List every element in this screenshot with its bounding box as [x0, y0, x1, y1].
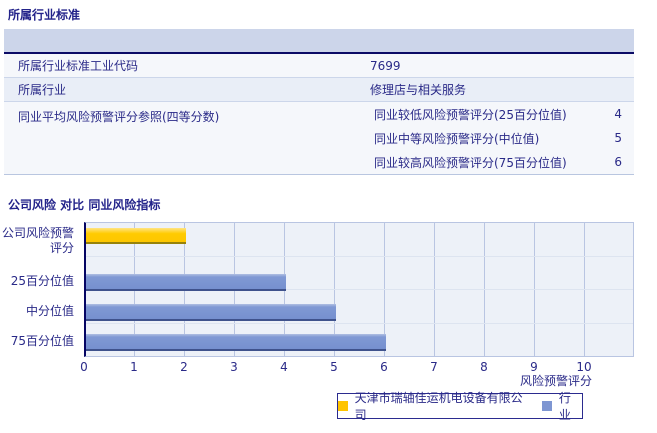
- row-value-industry: 修理店与相关服务: [370, 83, 467, 97]
- quartile-subrows: 同业较低风险预警评分(25百分位值) 4 同业中等风险预警评分(中位值) 5 同…: [370, 102, 634, 174]
- band-separator: [86, 289, 633, 290]
- bar-industry-median: [86, 304, 336, 321]
- subrow-value-median: 5: [614, 131, 622, 145]
- x-tick: 3: [230, 360, 238, 374]
- y-axis-label-median: 中分位值: [25, 304, 74, 318]
- row-label-industry: 所属行业: [18, 83, 67, 97]
- x-axis-title: 风险预警评分: [519, 374, 592, 388]
- subrow-value-p25: 4: [614, 107, 622, 121]
- x-tick: 7: [430, 360, 438, 374]
- legend-label-industry: 行业: [558, 391, 571, 422]
- industry-standard-table: 所属行业标准工业代码 7699 所属行业 修理店与相关服务 同业平均风险预警评分…: [4, 29, 634, 175]
- y-axis-label-p75: 75百分位值: [10, 334, 74, 348]
- table-row-group-quartiles: 同业平均风险预警评分参照(四等分数) 同业较低风险预警评分(25百分位值) 4 …: [4, 102, 634, 175]
- table-row: 所属行业 修理店与相关服务: [4, 78, 634, 102]
- legend-swatch-company: [338, 401, 348, 411]
- row-value-industry-code: 7699: [370, 58, 401, 73]
- subrow-value-p75: 6: [614, 155, 622, 169]
- bar-industry-p25: [86, 274, 286, 291]
- x-tick: 8: [480, 360, 488, 374]
- table-subrow: 同业中等风险预警评分(中位值) 5: [370, 126, 634, 150]
- y-axis-label-company-score: 公司风险预警评分: [1, 226, 74, 255]
- table-row: 所属行业标准工业代码 7699: [4, 54, 634, 78]
- band-separator: [86, 256, 633, 257]
- table-header-band: [4, 29, 634, 54]
- y-axis-label-p25: 25百分位值: [10, 274, 74, 288]
- table-subrow: 同业较低风险预警评分(25百分位值) 4: [370, 102, 634, 126]
- subrow-label-p75: 同业较高风险预警评分(75百分位值): [374, 155, 567, 170]
- table-subrow: 同业较高风险预警评分(75百分位值) 6: [370, 150, 634, 174]
- bar-company-risk-score: [86, 228, 186, 244]
- legend-swatch-industry: [542, 401, 552, 411]
- legend-label-company: 天津市瑞轴佳运机电设备有限公司: [354, 391, 523, 422]
- x-tick: 5: [330, 360, 338, 374]
- industry-standard-section-title: 所属行业标准: [8, 8, 81, 22]
- subrow-label-p25: 同业较低风险预警评分(25百分位值): [374, 107, 567, 122]
- x-tick: 2: [180, 360, 188, 374]
- subrow-label-median: 同业中等风险预警评分(中位值): [374, 131, 540, 146]
- risk-comparison-section-title: 公司风险 对比 同业风险指标: [8, 198, 161, 212]
- row-label-quartile-reference: 同业平均风险预警评分参照(四等分数): [18, 110, 220, 124]
- x-tick: 6: [380, 360, 388, 374]
- bar-industry-p75: [86, 334, 386, 351]
- x-tick: 4: [280, 360, 288, 374]
- bar-chart-plot-area: [84, 222, 634, 357]
- band-separator: [86, 323, 633, 324]
- chart-legend: 天津市瑞轴佳运机电设备有限公司 行业: [337, 391, 583, 422]
- x-tick: 9: [530, 360, 538, 374]
- x-tick: 0: [80, 360, 88, 374]
- x-tick: 1: [130, 360, 138, 374]
- x-tick: 10: [576, 360, 592, 374]
- row-label-industry-code: 所属行业标准工业代码: [18, 59, 139, 73]
